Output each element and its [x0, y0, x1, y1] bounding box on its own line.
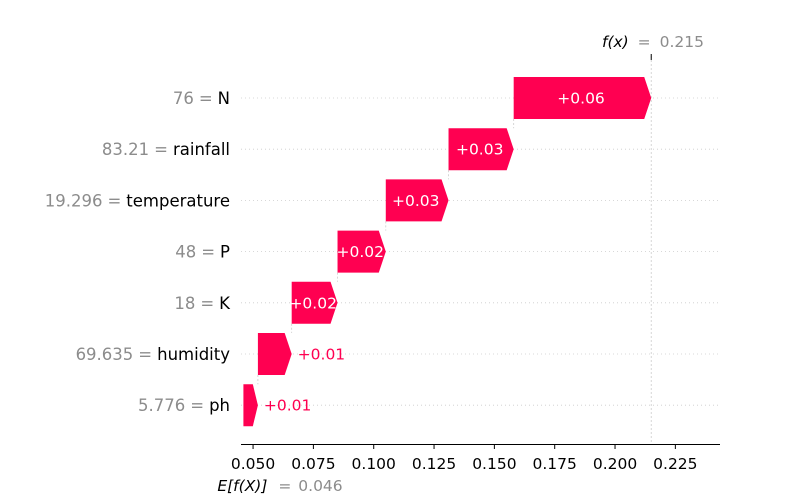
contribution-label-humidity: +0.01	[298, 346, 346, 364]
x-tick-label: 0.100	[352, 455, 396, 473]
contribution-bar-N	[513, 77, 652, 119]
feature-label-N: 76 = N	[173, 89, 230, 108]
contribution-bar-K	[291, 281, 338, 324]
feature-value: 19.296	[45, 191, 103, 210]
efx-equals: =	[278, 477, 291, 495]
fx-label: f(x)	[602, 33, 629, 51]
feature-name: N	[218, 89, 230, 108]
contribution-bar-ph	[243, 384, 258, 427]
feature-equals: =	[199, 89, 213, 108]
feature-equals: =	[138, 345, 152, 364]
feature-value: 76	[173, 89, 194, 108]
feature-label-humidity: 69.635 = humidity	[76, 345, 231, 364]
feature-value: 69.635	[76, 345, 134, 364]
contribution-bar-humidity	[257, 333, 292, 375]
feature-name: K	[219, 294, 231, 313]
contribution-bar-rainfall	[448, 128, 514, 171]
fx-value: 0.215	[660, 33, 704, 51]
feature-name: ph	[209, 396, 230, 415]
contribution-label-ph: +0.01	[264, 397, 312, 415]
feature-equals: =	[190, 396, 204, 415]
feature-label-ph: 5.776 = ph	[138, 396, 230, 415]
feature-equals: =	[201, 243, 215, 262]
feature-label-rainfall: 83.21 = rainfall	[102, 140, 230, 159]
contribution-bar-P	[337, 230, 386, 273]
contribution-label-K: +0.02	[289, 294, 337, 312]
contribution-label-temperature: +0.03	[392, 192, 440, 210]
contribution-label-rainfall: +0.03	[456, 141, 504, 159]
efx-label: E[f(X)]	[217, 477, 267, 495]
feature-equals: =	[107, 191, 121, 210]
x-tick-label: 0.050	[231, 455, 275, 473]
x-tick-layer: 0.050 0.075 0.100 0.125 0.150 0.175 0.200 0.225	[231, 444, 698, 473]
feature-value: 83.21	[102, 140, 149, 159]
x-tick-label: 0.225	[653, 455, 697, 473]
contribution-bar-temperature	[385, 179, 449, 222]
x-tick-label: 0.200	[593, 455, 637, 473]
feature-equals: =	[200, 294, 214, 313]
x-tick-label: 0.125	[412, 455, 456, 473]
feature-name: rainfall	[173, 140, 230, 159]
fx-equals: =	[638, 33, 651, 51]
x-tick-label: 0.150	[472, 455, 516, 473]
feature-label-temperature: 19.296 = temperature	[45, 191, 230, 210]
efx-annotation: E[f(X)] = 0.046	[217, 477, 342, 495]
x-tick-label: 0.175	[533, 455, 577, 473]
feature-name: humidity	[157, 345, 230, 364]
feature-label-K: 18 = K	[174, 294, 231, 313]
feature-value: 18	[174, 294, 195, 313]
feature-label-P: 48 = P	[175, 243, 230, 262]
fx-annotation: f(x) = 0.215	[602, 33, 704, 51]
x-tick-label: 0.075	[291, 455, 335, 473]
efx-value: 0.046	[298, 477, 342, 495]
grid-layer	[241, 54, 720, 445]
bar-layer	[243, 77, 652, 427]
feature-name: P	[220, 243, 230, 262]
contribution-label-N: +0.06	[557, 90, 605, 108]
feature-value: 48	[175, 243, 196, 262]
feature-name: temperature	[126, 191, 230, 210]
feature-equals: =	[154, 140, 168, 159]
feature-value: 5.776	[138, 396, 185, 415]
contribution-label-P: +0.02	[337, 243, 385, 261]
